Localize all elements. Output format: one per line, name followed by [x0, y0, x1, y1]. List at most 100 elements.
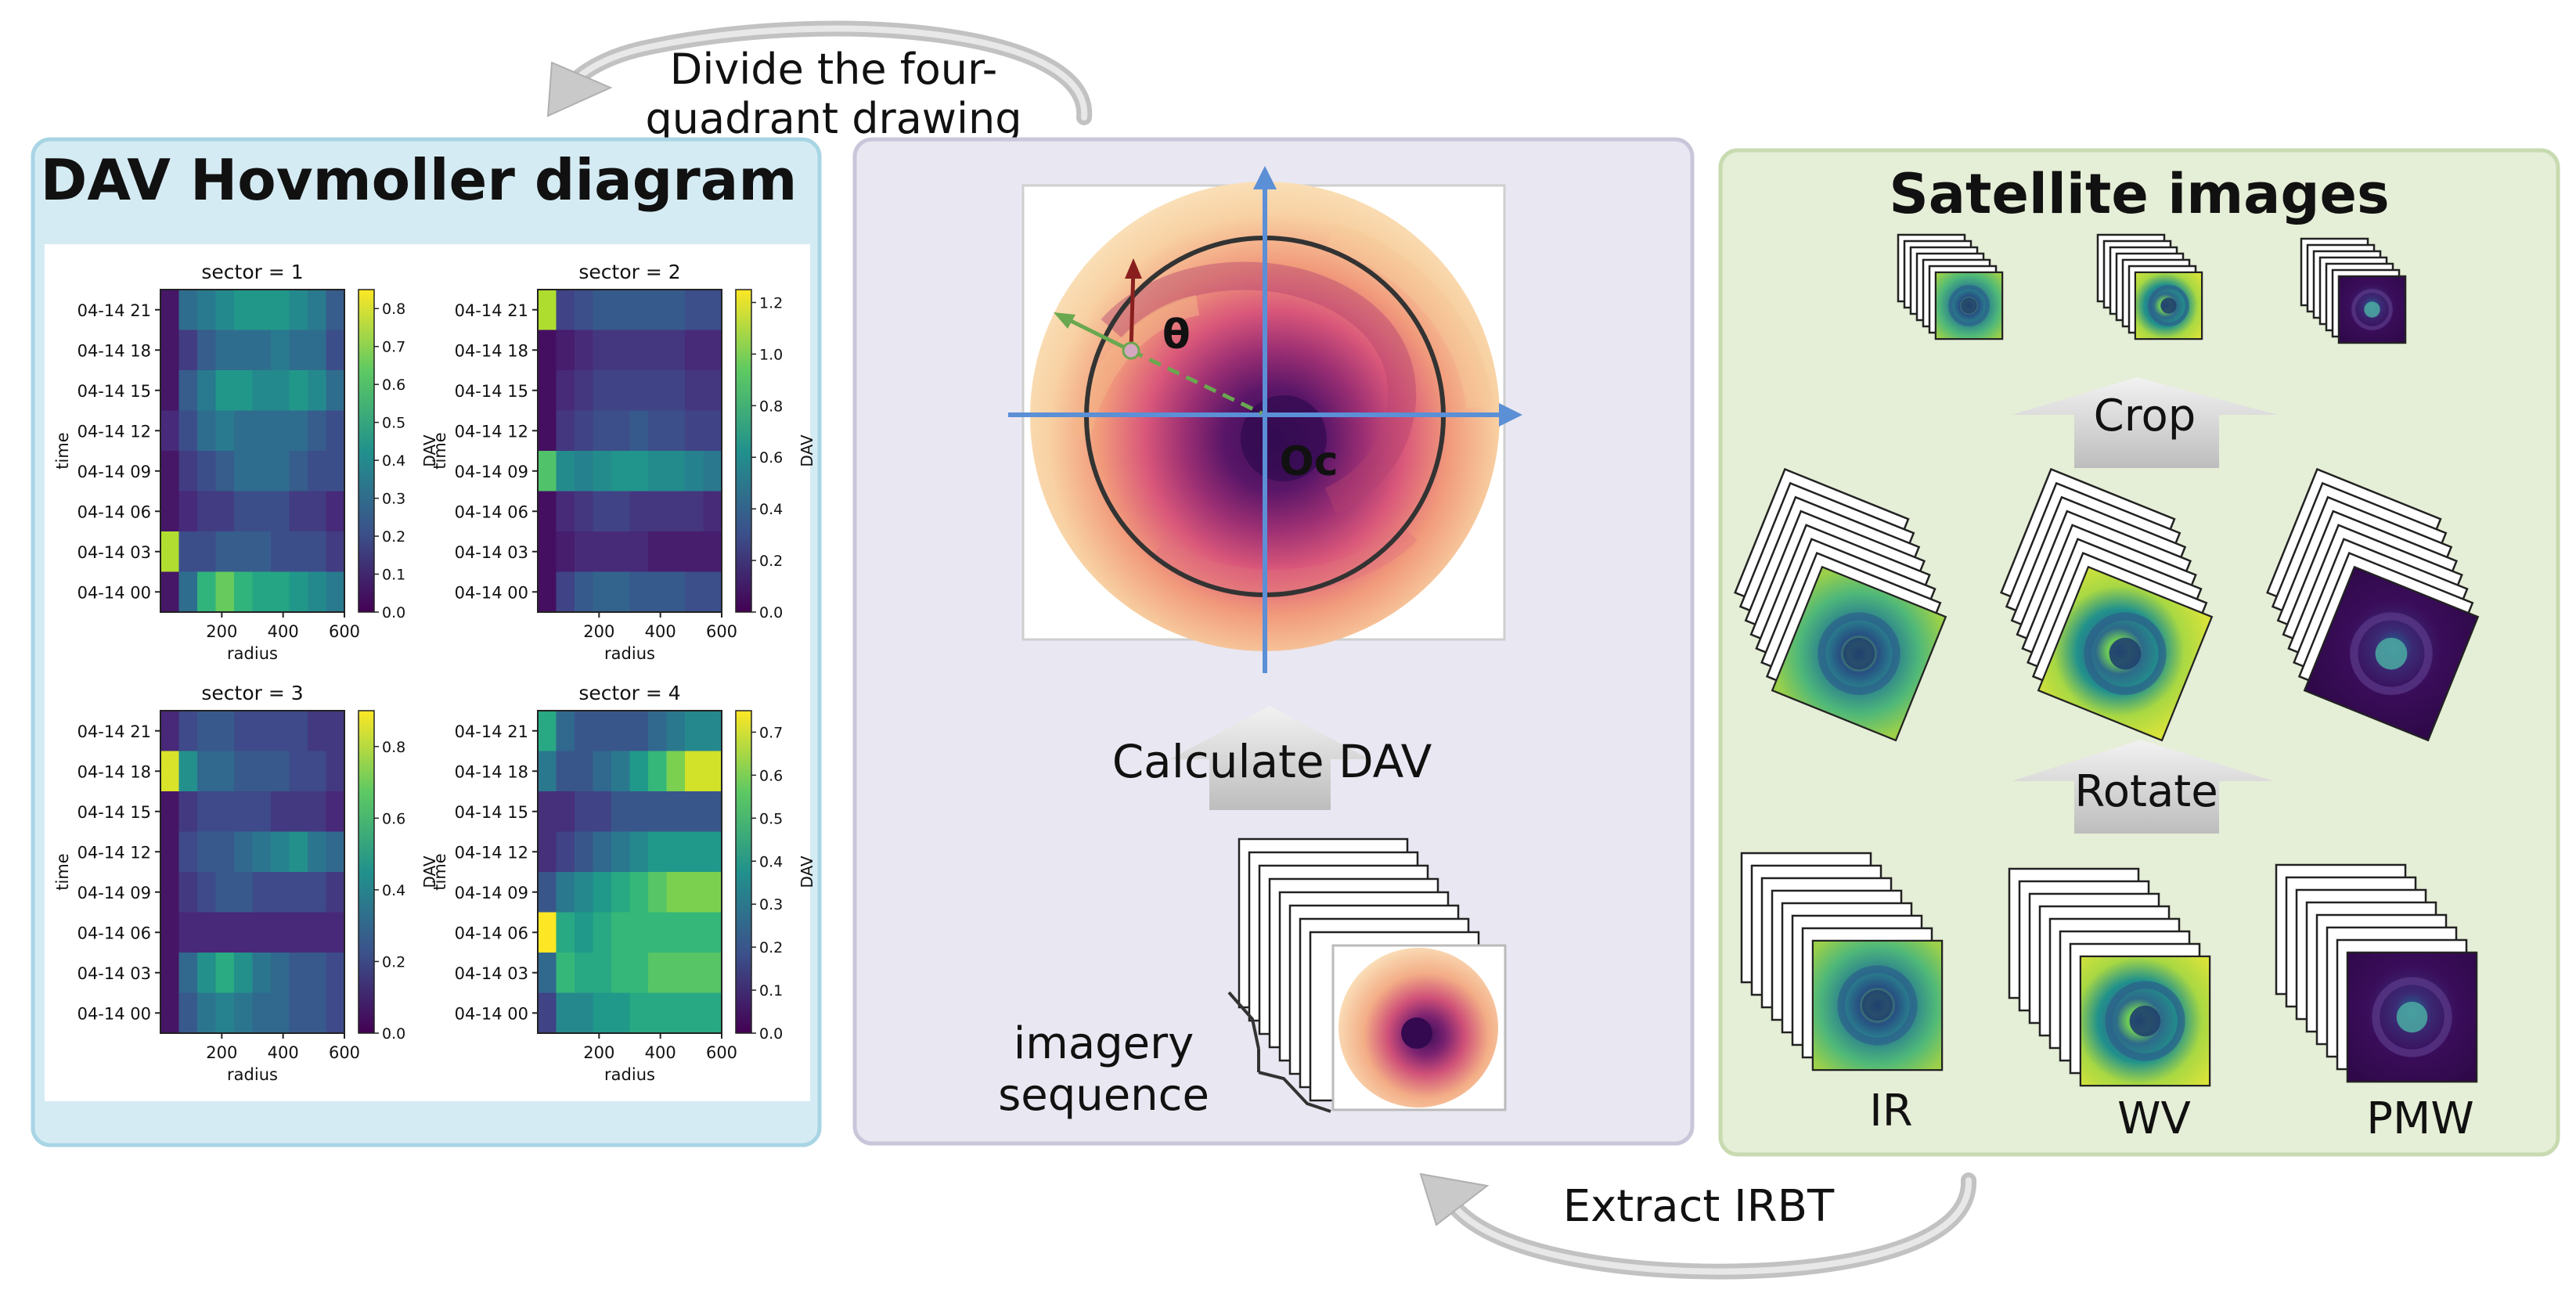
heatmap-cell — [538, 791, 557, 833]
heatmap-cell — [234, 872, 254, 913]
heatmap-cell — [611, 711, 631, 752]
heatmap-cell — [271, 451, 290, 492]
heatmap-cell — [252, 751, 272, 792]
heatmap-cell — [308, 370, 327, 412]
heatmap-cell — [575, 491, 594, 532]
colorbar-tick-label: 1.0 — [759, 346, 783, 363]
heatmap-cell — [160, 410, 180, 452]
heatmap-cell — [271, 992, 290, 1034]
heatmap-cell — [703, 370, 722, 412]
heatmap-cell — [178, 410, 198, 452]
x-tick-label: 600 — [329, 622, 360, 641]
heatmap-cell — [556, 410, 575, 452]
heatmap-cell — [234, 451, 254, 492]
heatmap-cell — [215, 290, 235, 331]
heatmap-cell — [326, 751, 345, 792]
heatmap-cell — [326, 491, 345, 532]
heatmap-cell — [703, 711, 722, 752]
heatmap-cell — [685, 872, 704, 913]
y-tick-label: 04-14 06 — [455, 924, 528, 942]
heatmap-cell — [308, 571, 327, 613]
theta-vectors — [1054, 258, 1263, 416]
x-axis-label: radius — [604, 1065, 655, 1084]
heatmap-cell — [593, 711, 612, 752]
heatmap-cell — [271, 831, 290, 873]
heatmap-cell — [326, 711, 345, 752]
heatmap-cell — [538, 330, 557, 371]
heatmap-cell — [629, 711, 649, 752]
heatmap-cell — [629, 410, 649, 452]
heatmap-cell — [326, 571, 345, 613]
y-tick-label: 04-14 00 — [455, 1004, 528, 1023]
heatmap-cell — [703, 953, 722, 994]
heatmap-cell — [197, 831, 217, 873]
heatmap-cell — [252, 953, 272, 994]
heatmap-cell — [648, 571, 668, 613]
heatmap-cell — [234, 410, 254, 452]
heatmap-cell — [234, 711, 254, 752]
heatmap-cell — [648, 290, 668, 331]
heatmap-cell — [197, 751, 217, 792]
y-tick-label: 04-14 00 — [77, 1004, 151, 1023]
heatmap-cell — [648, 912, 668, 953]
heatmap-cell — [271, 711, 290, 752]
heatmap-cell — [629, 330, 649, 371]
heatmap-cell — [575, 370, 594, 412]
heatmap-cell — [666, 831, 686, 873]
heatmap-cell — [160, 290, 180, 331]
heatmap-cell — [178, 872, 198, 913]
heatmap-cell — [215, 410, 235, 452]
heatmap-cell — [685, 711, 704, 752]
colorbar-tick-label: 0.2 — [759, 553, 783, 570]
colorbar-tick-label: 0.4 — [382, 882, 405, 899]
extract-label: Extract IRBT — [1563, 1181, 1835, 1232]
heatmap-cell — [326, 953, 345, 994]
y-tick-label: 04-14 18 — [77, 762, 151, 781]
divide-label-line1: Divide the four- — [670, 45, 998, 94]
heatmap-cell — [629, 491, 649, 532]
heatmap-cell — [538, 290, 557, 331]
heatmap-cell — [538, 711, 557, 752]
crop-label: Crop — [2094, 391, 2196, 441]
heatmap-cell — [556, 290, 575, 331]
small-storm-image — [1331, 944, 1507, 1111]
heatmap-cell — [215, 370, 235, 412]
heatmap-sector-2: sector = 2 04-14 21 04-14 18 04-14 15 04-14 … — [431, 261, 816, 663]
heatmap-cell — [593, 751, 612, 792]
theta-label: θ — [1162, 312, 1191, 358]
heatmap-cell — [215, 751, 235, 792]
heatmap-cell — [593, 912, 612, 953]
channel-label-wv: WV — [2117, 1093, 2191, 1144]
heatmap-cell — [629, 831, 649, 873]
heatmap-cell — [538, 491, 557, 532]
heatmap-cell — [160, 831, 180, 873]
heatmap-cell — [197, 491, 217, 532]
heatmap-cell — [271, 330, 290, 371]
heatmap-cell — [252, 330, 272, 371]
heatmap-cell — [648, 831, 668, 873]
heatmap-cell — [556, 992, 575, 1034]
heatmap-title: sector = 3 — [201, 682, 303, 704]
x-tick-label: 600 — [706, 622, 737, 641]
heatmap-cell — [666, 711, 686, 752]
heatmap-cell — [611, 451, 631, 492]
colorbar-tick-label: 0.2 — [759, 939, 783, 956]
colorbar-label: DAV — [798, 434, 816, 466]
heatmap-cell — [308, 831, 327, 873]
x-tick-label: 400 — [268, 622, 299, 641]
heatmap-cell — [666, 751, 686, 792]
heatmap-cell — [252, 791, 272, 833]
imagery-label-line2: sequence — [998, 1070, 1209, 1121]
heatmap-cell — [593, 992, 612, 1034]
y-tick-label: 04-14 09 — [77, 884, 151, 902]
heatmap-cell — [629, 791, 649, 833]
heatmap-cell — [234, 330, 254, 371]
heatmap-cell — [703, 831, 722, 873]
channel-label-ir: IR — [1869, 1086, 1912, 1136]
heatmap-cell — [215, 831, 235, 873]
heatmap-cell — [178, 290, 198, 331]
calculate-arrow — [1170, 706, 1370, 810]
heatmap-cell — [178, 531, 198, 573]
heatmap-cell — [271, 370, 290, 412]
heatmap-cell — [326, 451, 345, 492]
